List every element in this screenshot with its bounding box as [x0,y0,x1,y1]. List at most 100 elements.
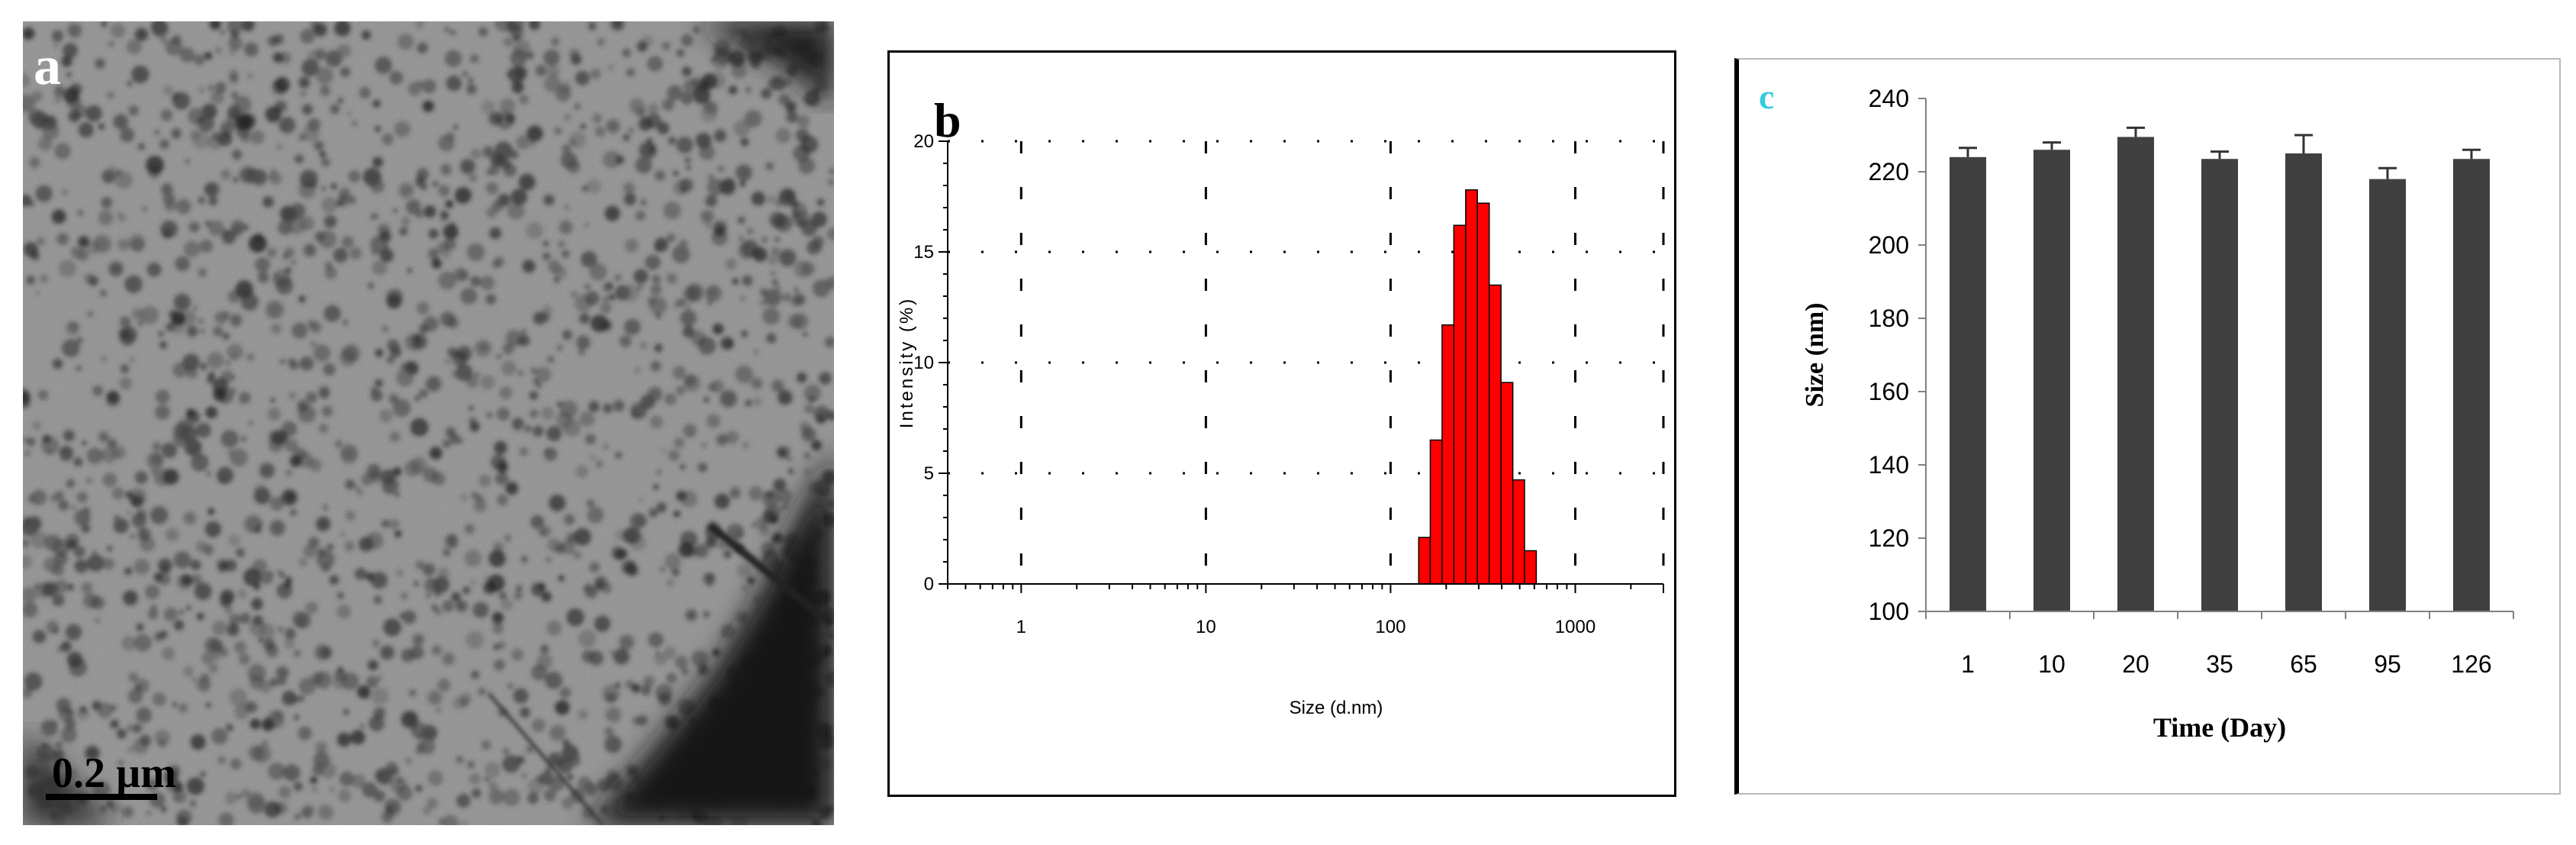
nanoparticle [241,436,246,442]
nanoparticle [619,634,634,650]
nanoparticle [66,71,72,78]
nanoparticle [41,743,47,749]
nanoparticle [601,684,620,703]
nanoparticle [375,767,393,785]
nanoparticle [330,787,334,792]
nanoparticle [54,143,71,160]
nanoparticle [747,576,755,585]
nanoparticle [54,491,64,501]
nanoparticle [494,440,507,455]
nanoparticle [152,442,162,452]
nanoparticle [429,447,443,460]
nanoparticle [329,575,340,585]
nanoparticle [190,560,201,571]
nanoparticle [710,56,717,63]
nanoparticle [248,420,254,426]
nanoparticle [440,211,449,219]
nanoparticle [472,601,489,618]
nanoparticle [134,471,148,485]
nanoparticle [110,719,119,729]
histogram-bars [1418,189,1538,585]
nanoparticle [234,114,252,131]
nanoparticle [283,764,301,782]
nanoparticle [321,405,333,417]
nanoparticle [514,66,528,79]
nanoparticle [398,183,414,198]
x-tick-label: 126 [2451,650,2491,678]
nanoparticle [183,240,201,258]
nanoparticle [348,170,361,183]
nanoparticle [444,27,450,33]
nanoparticle [742,275,753,286]
nanoparticle [701,443,707,448]
data-bar [2117,137,2154,611]
nanoparticle [717,165,725,173]
nanoparticle [586,498,595,508]
panel-c-label: c [1759,77,1774,116]
nanoparticle [159,139,169,150]
nanoparticle [659,566,665,572]
nanoparticle [503,789,520,806]
nanoparticle [705,195,717,207]
nanoparticle [259,463,275,479]
nanoparticle [426,593,431,598]
tick-labels: 0 5 10 15 20 1 10 100 1000 [913,131,1596,637]
nanoparticle [685,305,691,310]
nanoparticle [386,235,391,240]
nanoparticle [562,796,574,809]
nanoparticle [224,559,237,572]
nanoparticle [579,411,595,427]
nanoparticle [197,678,211,692]
nanoparticle [150,604,157,611]
nanoparticle [397,34,414,50]
nanoparticle [97,702,113,718]
nanoparticle [317,805,333,821]
nanoparticle [199,239,214,253]
nanoparticle [298,134,306,141]
nanoparticle [530,367,538,375]
nanoparticle [305,392,317,404]
nanoparticle [412,634,424,646]
nanoparticle [343,708,350,715]
nanoparticle [354,567,367,580]
nanoparticle [220,29,226,35]
nanoparticle [613,400,625,412]
nanoparticle [494,471,509,485]
nanoparticle [597,38,605,47]
nanoparticle [545,671,562,689]
nanoparticle [76,337,83,344]
nanoparticle [615,451,623,459]
nanoparticle [212,653,219,661]
nanoparticle [250,130,265,144]
nanoparticle [414,209,424,219]
y-tick-label: 120 [1869,524,1909,552]
nanoparticle [505,330,523,347]
nanoparticle [300,90,307,97]
nanoparticle [53,94,63,104]
nanoparticle [23,73,31,88]
nanoparticle [502,748,510,755]
nanoparticle [577,776,592,791]
nanoparticle [311,786,317,792]
nanoparticle [377,224,391,237]
nanoparticle [324,215,337,228]
nanoparticle [86,447,104,464]
nanoparticle [693,27,700,34]
nanoparticle [155,389,170,405]
nanoparticle [227,343,243,360]
nanoparticle [246,353,255,361]
nanoparticle [195,540,208,553]
nanoparticle [520,328,527,335]
nanoparticle [369,213,376,220]
nanoparticle [595,460,604,468]
nanoparticle [390,346,402,358]
nanoparticle [576,335,591,350]
nanoparticle [102,557,114,570]
nanoparticle [158,331,164,337]
nanoparticle [85,477,93,484]
nanoparticle [152,21,169,38]
nanoparticle [198,268,207,278]
nanoparticle [523,424,533,434]
nanoparticle [337,21,349,31]
nanoparticle [470,148,482,160]
